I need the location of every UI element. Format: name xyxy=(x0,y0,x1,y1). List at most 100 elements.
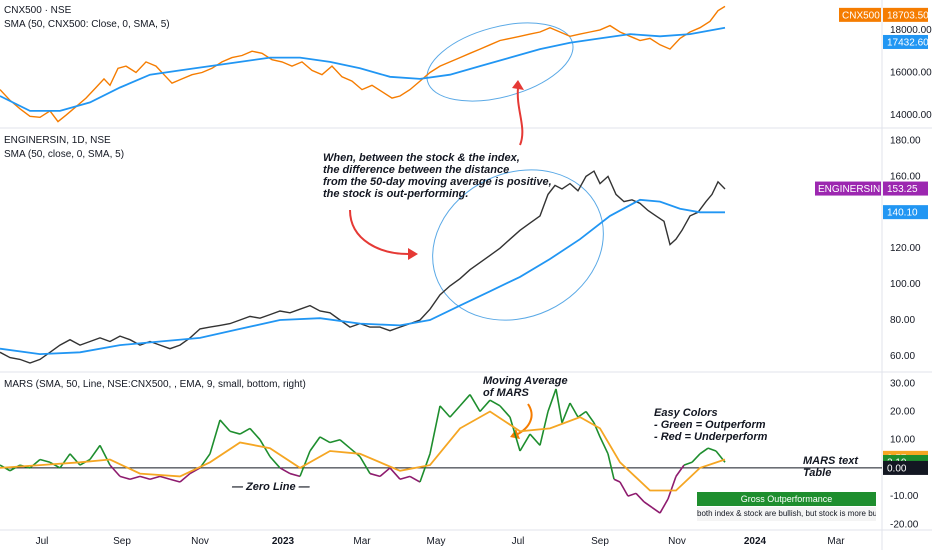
mars-line-segment xyxy=(169,478,181,483)
last-value-tag xyxy=(883,34,928,49)
mars-line-segment xyxy=(139,475,151,480)
mars-line-segment xyxy=(379,467,391,478)
last-value-text: 18703.50 xyxy=(887,10,929,21)
x-tick-label: Sep xyxy=(591,536,609,547)
mars-table-header: Gross Outperformance xyxy=(697,492,876,506)
mars-line-segment xyxy=(99,444,111,466)
y-tick-label: 16000.00 xyxy=(890,68,932,79)
index-series-1-line xyxy=(0,26,726,112)
table-note-line-2: Table xyxy=(803,467,831,479)
mars-line-segment xyxy=(149,475,161,480)
mars-line-segment xyxy=(613,478,621,483)
moving-average-note-line-2: of MARS xyxy=(483,387,529,399)
mars-line-segment xyxy=(667,476,677,500)
last-value-tag xyxy=(883,7,928,22)
mars-line-segment xyxy=(651,506,661,514)
outperform-note-line-2: the difference between the distance xyxy=(323,164,509,176)
mars-line-segment xyxy=(561,402,571,424)
mars-line-segment xyxy=(239,427,251,435)
y-tick-label: 80.00 xyxy=(890,315,915,326)
x-tick-label: Nov xyxy=(668,536,686,547)
mars-line-segment xyxy=(439,405,451,418)
mars-line-segment xyxy=(89,444,101,460)
series-name-tag xyxy=(815,181,881,196)
outperform-note-line-1: When, between the stock & the index, xyxy=(323,152,520,164)
y-tick-label: 14000.00 xyxy=(890,110,932,121)
x-tick-label: 2024 xyxy=(744,536,767,547)
mars-line-segment xyxy=(607,453,615,480)
mars-line-segment xyxy=(469,394,481,412)
mars-line-segment xyxy=(547,388,557,412)
y-tick-label: 120.00 xyxy=(890,243,921,254)
mars-line-segment xyxy=(59,453,71,469)
mars-line-segment xyxy=(209,419,221,455)
stock-highlight-ellipse xyxy=(432,169,604,321)
mars-line-segment xyxy=(279,467,291,475)
y-tick-label: 60.00 xyxy=(890,351,915,362)
mars-line-segment xyxy=(409,475,421,483)
mars-line-segment xyxy=(109,464,121,477)
x-tick-label: Nov xyxy=(191,536,209,547)
mars-line-segment xyxy=(29,458,41,469)
mars-line-segment xyxy=(691,453,701,463)
mars-line-segment xyxy=(429,405,441,454)
y-tick-label: -20.00 xyxy=(890,519,919,530)
mars-line-segment xyxy=(259,439,271,458)
series-name-text: ENGINERSIN xyxy=(818,184,880,195)
mars-line-segment xyxy=(529,433,541,446)
y-tick-label: 10.00 xyxy=(890,435,915,446)
mars-line-segment xyxy=(419,453,431,483)
mars-line-segment xyxy=(369,472,381,478)
mars-line-segment xyxy=(519,433,531,452)
y-tick-label: 180.00 xyxy=(890,136,921,147)
x-tick-label: May xyxy=(427,536,446,547)
red-arrow-right xyxy=(349,209,413,256)
y-tick-label: 18000.00 xyxy=(890,25,932,36)
mars-line-segment xyxy=(619,481,629,497)
mars-line-segment xyxy=(319,436,331,444)
series-name-tag xyxy=(839,7,881,22)
mars-line-segment xyxy=(359,456,371,474)
index-highlight-ellipse xyxy=(426,22,574,102)
mars-line-segment xyxy=(179,472,191,483)
mars-line-segment xyxy=(39,458,51,464)
series-name-text: CNX500 xyxy=(842,10,880,21)
y-tick-label: -10.00 xyxy=(890,491,919,502)
plot-layer xyxy=(0,5,882,514)
x-tick-label: Sep xyxy=(113,536,131,547)
x-tick-label: Jul xyxy=(512,536,525,547)
mars-line-segment xyxy=(635,492,645,503)
mars-line-segment xyxy=(509,416,521,452)
last-value-text: 0.00 xyxy=(887,463,907,474)
y-tick-label: 160.00 xyxy=(890,171,921,182)
mars-line-segment xyxy=(489,399,501,407)
easy-colors-note-line-2: - Green = Outperform xyxy=(654,419,766,431)
index-series-0-line xyxy=(0,5,726,123)
x-tick-label: Mar xyxy=(827,536,845,547)
mars-line-segment xyxy=(449,405,461,418)
mars-line-segment xyxy=(269,456,281,469)
x-tick-label: Jul xyxy=(36,536,49,547)
index-panel-subtitle: SMA (50, CNX500: Close, 0, SMA, 5) xyxy=(4,19,170,30)
zero-line-note: — Zero Line — xyxy=(231,481,311,493)
mars-line-segment xyxy=(339,439,351,449)
mars-line-segment xyxy=(555,388,563,423)
mars-line-segment xyxy=(49,461,61,469)
axis-layer: 18000.00 16000.00 14000.00 18703.50 CNX500 17… xyxy=(36,7,932,547)
x-tick-label: Mar xyxy=(353,536,371,547)
y-tick-label: 100.00 xyxy=(890,279,921,290)
mars-line-segment xyxy=(229,430,241,435)
mars-line-segment xyxy=(569,402,579,418)
last-value-tag xyxy=(883,181,928,196)
stock-panel-title: ENGINERSIN, 1D, NSE xyxy=(4,135,111,146)
index-panel-title: CNX500 · NSE xyxy=(4,5,72,16)
y-tick-label: 30.00 xyxy=(890,378,915,389)
last-value-text: 140.10 xyxy=(887,208,918,219)
x-tick-label: 2023 xyxy=(272,536,295,547)
mars-line-segment xyxy=(399,475,411,480)
mars-line-segment xyxy=(585,411,595,424)
mars-line-segment xyxy=(643,501,653,509)
easy-colors-note-line-1: Easy Colors xyxy=(654,407,718,419)
easy-colors-note-line-3: - Red = Underperform xyxy=(654,431,768,443)
